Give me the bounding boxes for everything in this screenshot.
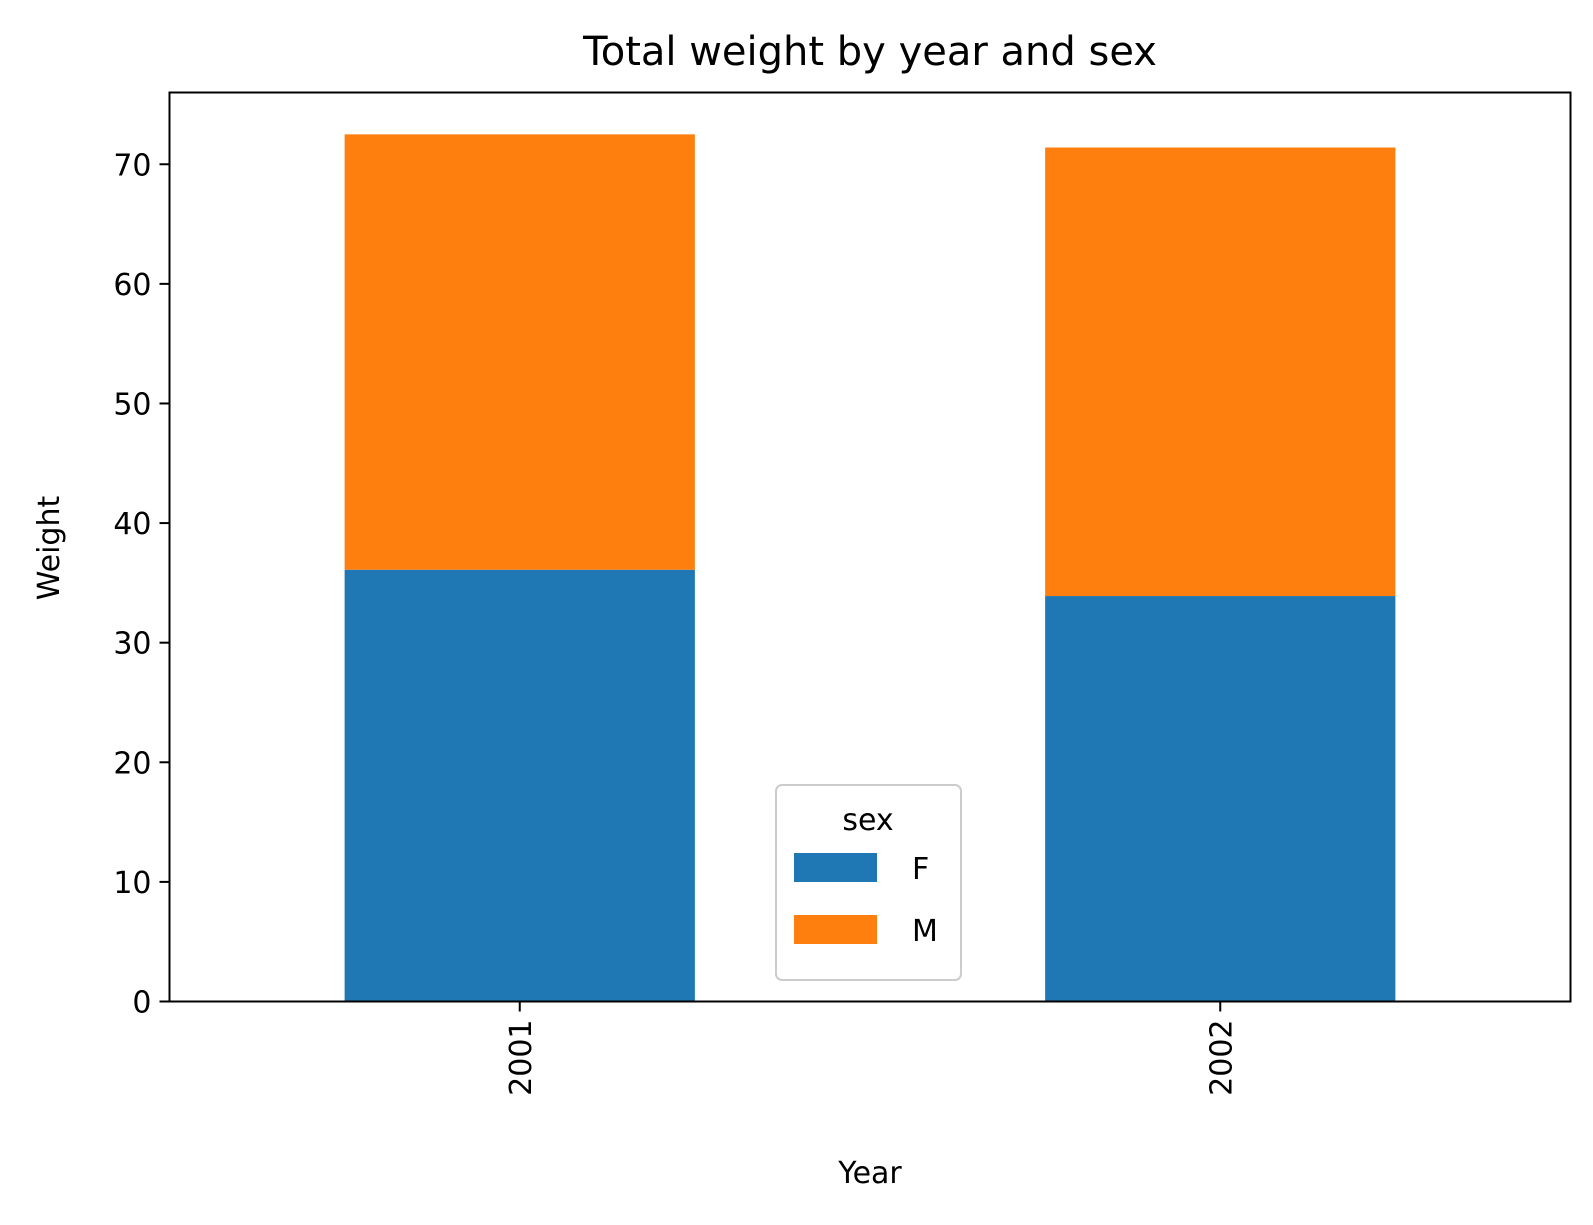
legend-label-F: F	[912, 852, 929, 887]
y-tick-label: 30	[113, 627, 151, 662]
y-tick-label: 70	[113, 148, 151, 183]
bar-M-2001	[344, 134, 695, 570]
x-axis-ticks: 2001 2002	[504, 1001, 1239, 1096]
plot-frame	[168, 91, 1572, 1003]
x-tick-label: 2001	[504, 1020, 539, 1096]
legend-swatch-M	[794, 915, 877, 944]
y-axis-ticks: 0 10 20 30 40 50 60 70	[113, 148, 170, 1021]
legend-swatch-F	[794, 853, 877, 882]
y-tick-label: 10	[113, 866, 151, 901]
legend-title: sex	[842, 803, 893, 838]
legend-label-M: M	[912, 914, 938, 949]
y-tick-label: 0	[132, 986, 151, 1021]
y-tick-label: 40	[113, 507, 151, 542]
y-tick-label: 60	[113, 268, 151, 303]
axes-layer	[168, 91, 1572, 1003]
y-axis-label: Weight	[32, 496, 67, 601]
bar-M-2002	[1045, 147, 1396, 597]
bars-layer	[344, 134, 1396, 1002]
bar-F-2002	[1045, 596, 1396, 1002]
x-axis-label: Year	[837, 1156, 902, 1191]
y-tick-label: 50	[113, 387, 151, 422]
y-tick-label: 20	[113, 746, 151, 781]
legend-entries: FM	[794, 852, 938, 949]
legend: sex FM	[775, 784, 962, 981]
x-tick-label: 2002	[1204, 1020, 1239, 1096]
chart-title: Total weight by year and sex	[582, 29, 1157, 75]
bar-F-2001	[344, 569, 695, 1002]
